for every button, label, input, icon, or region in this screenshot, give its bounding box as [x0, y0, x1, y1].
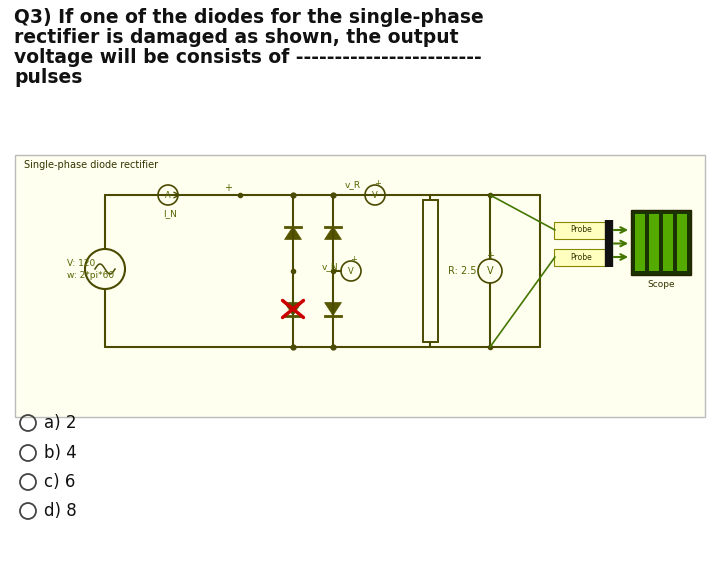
Text: w: 2*pi*60: w: 2*pi*60: [67, 272, 114, 280]
Text: +: +: [224, 183, 232, 193]
Text: R: 2.5: R: 2.5: [448, 266, 477, 276]
Text: V: V: [487, 266, 493, 276]
Text: Probe: Probe: [570, 225, 592, 234]
FancyBboxPatch shape: [15, 155, 705, 417]
Text: Q3) If one of the diodes for the single-phase: Q3) If one of the diodes for the single-…: [14, 8, 484, 27]
Text: Single-phase diode rectifier: Single-phase diode rectifier: [24, 160, 158, 170]
Text: rectifier is damaged as shown, the output: rectifier is damaged as shown, the outpu…: [14, 28, 459, 47]
Text: c) 6: c) 6: [44, 473, 76, 491]
Text: d) 8: d) 8: [44, 502, 77, 520]
Text: v_R: v_R: [345, 180, 361, 189]
FancyBboxPatch shape: [554, 221, 608, 238]
Bar: [677, 214, 687, 271]
Text: V: 120: V: 120: [67, 259, 95, 267]
Bar: [663, 214, 673, 271]
Polygon shape: [325, 227, 341, 240]
Polygon shape: [325, 302, 341, 315]
Text: +: +: [486, 251, 494, 261]
Bar: [423, 200, 438, 342]
Text: b) 4: b) 4: [44, 444, 77, 462]
FancyBboxPatch shape: [554, 249, 608, 266]
Text: I_N: I_N: [163, 209, 177, 218]
Text: Probe: Probe: [570, 253, 592, 262]
Text: Scope: Scope: [647, 280, 675, 289]
Polygon shape: [284, 227, 302, 240]
Text: v_N: v_N: [321, 263, 338, 272]
Bar: [631, 210, 691, 275]
Polygon shape: [284, 302, 302, 315]
Text: +: +: [374, 179, 382, 188]
Bar: [649, 214, 659, 271]
Bar: [635, 214, 645, 271]
Text: voltage will be consists of ------------------------: voltage will be consists of ------------…: [14, 48, 482, 67]
Text: pulses: pulses: [14, 68, 82, 87]
Text: +: +: [351, 254, 357, 263]
Text: V: V: [372, 190, 378, 199]
Text: V: V: [348, 267, 354, 276]
Text: a) 2: a) 2: [44, 414, 76, 432]
Text: A: A: [165, 190, 171, 199]
